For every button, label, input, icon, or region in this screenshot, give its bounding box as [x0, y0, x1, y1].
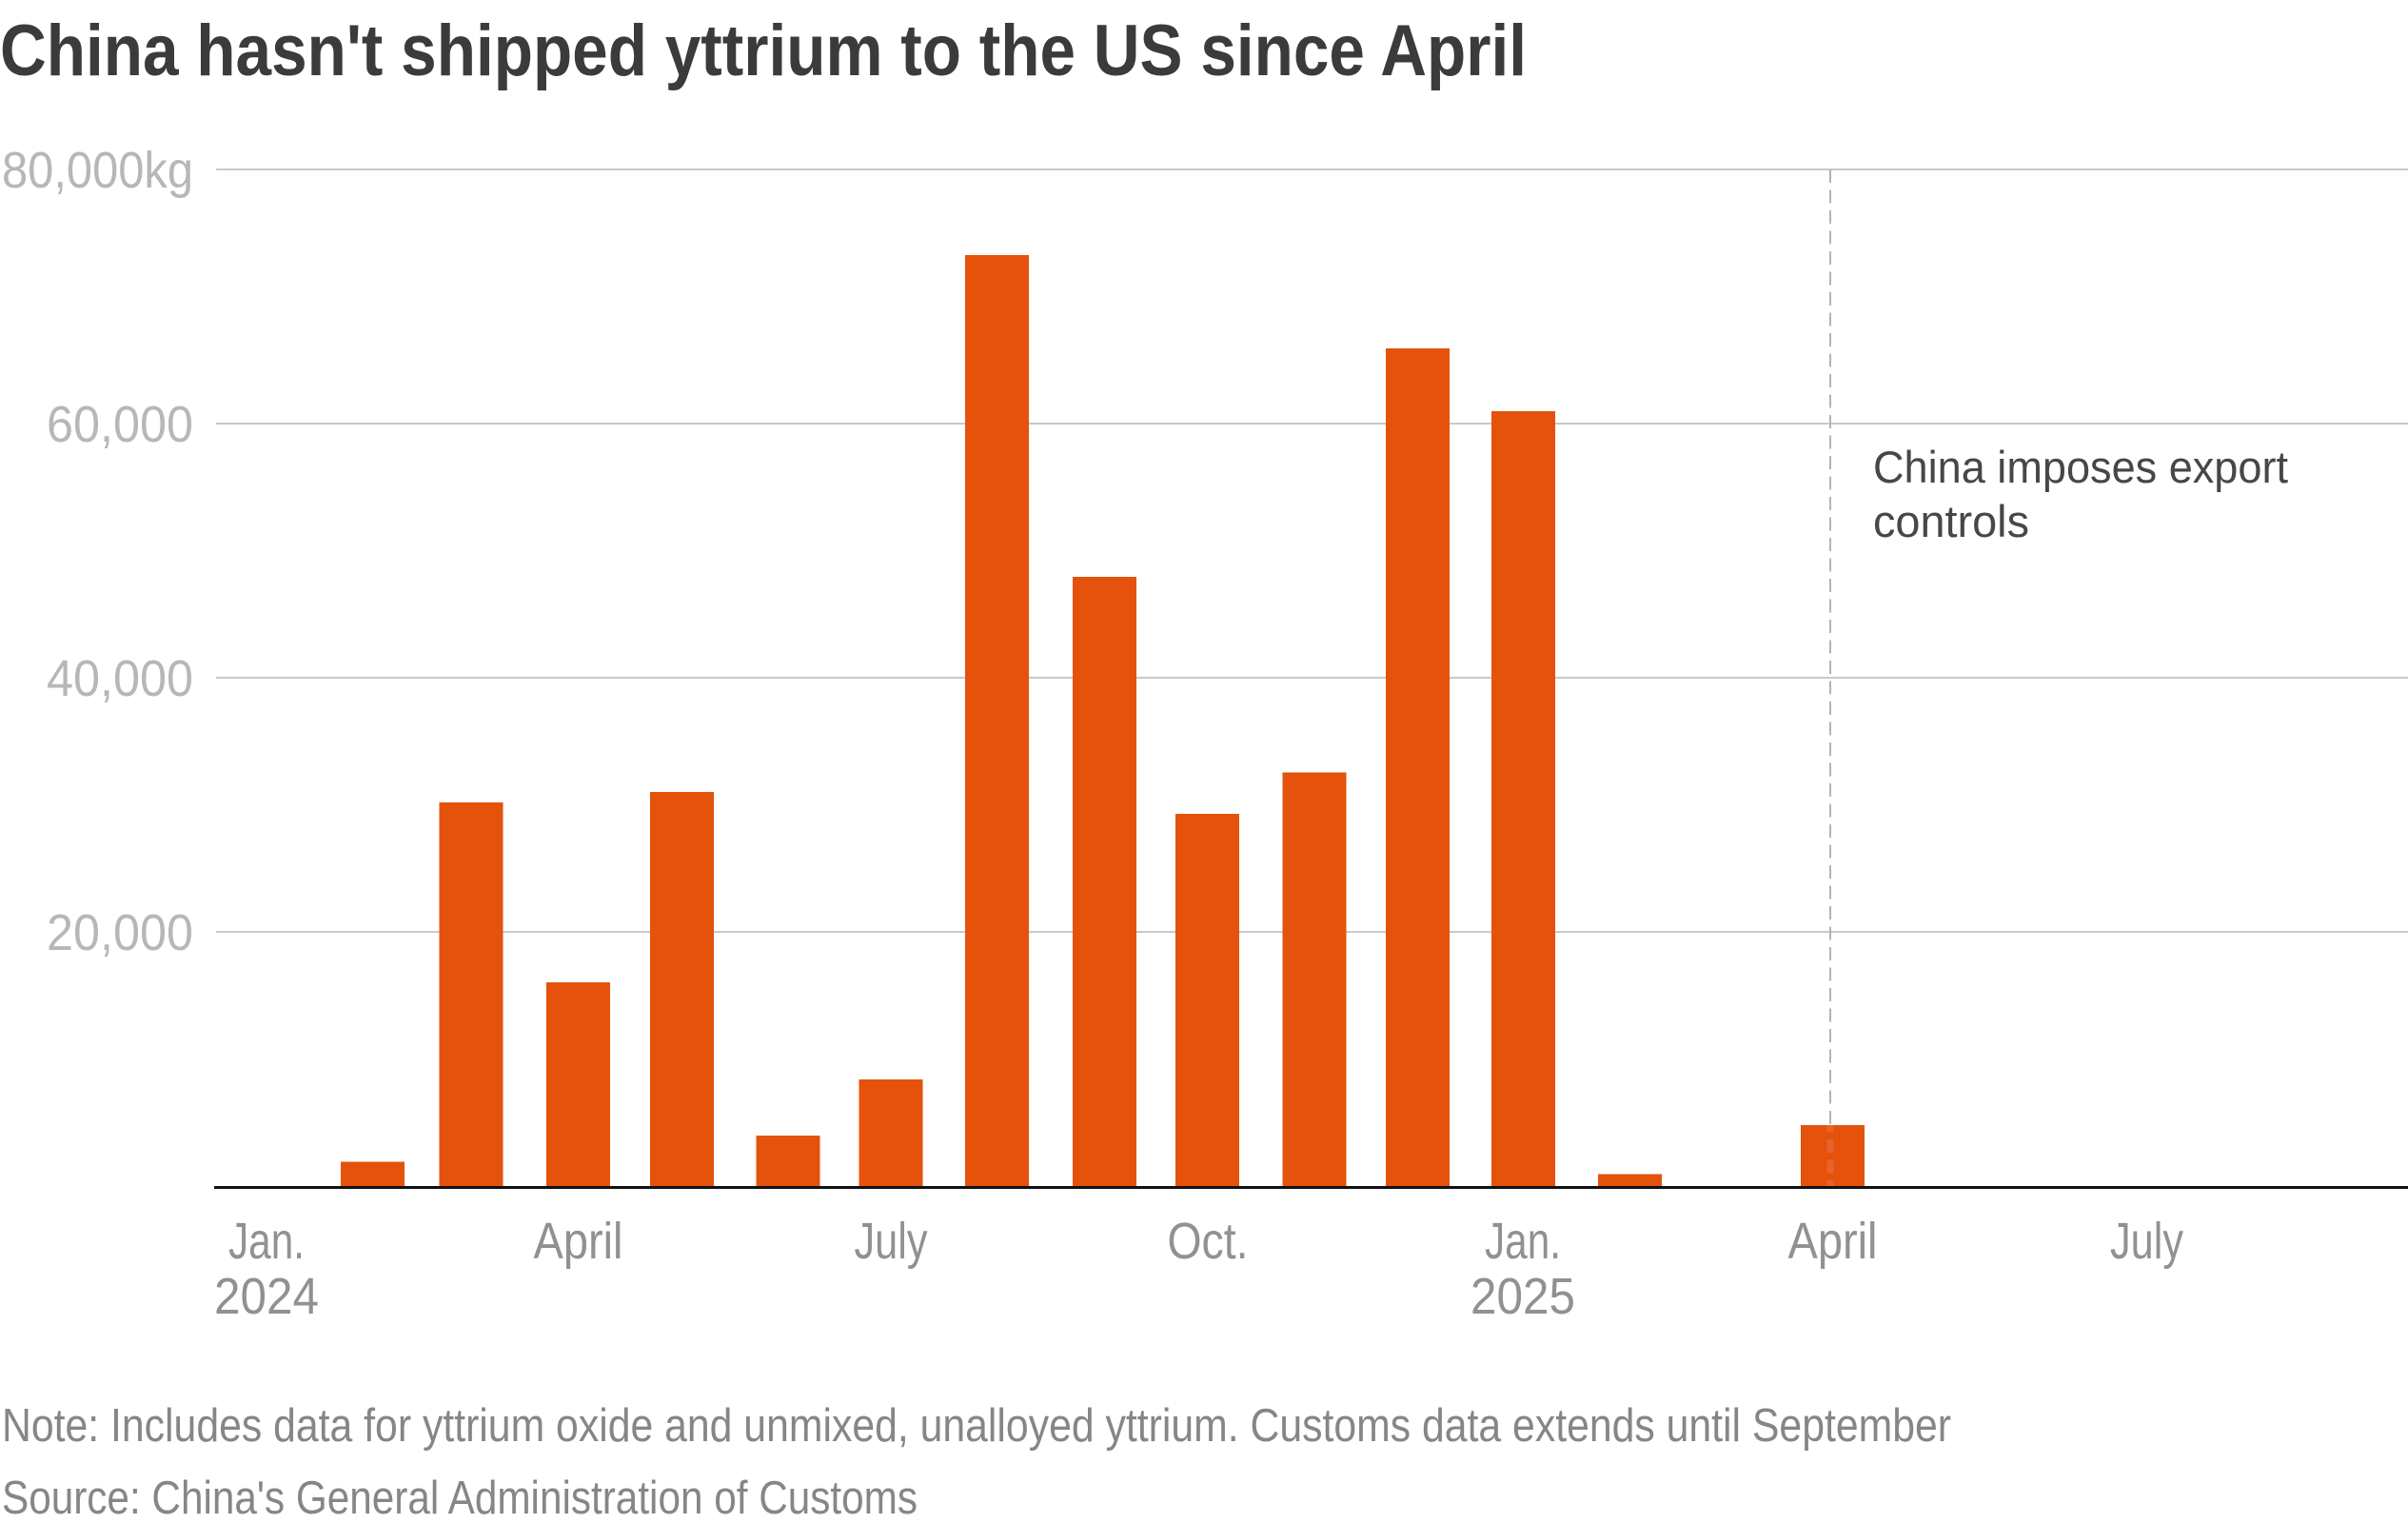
- svg-text:2024: 2024: [214, 1268, 319, 1325]
- svg-text:Oct.: Oct.: [1168, 1213, 1249, 1270]
- svg-text:China hasn't shipped yttrium t: China hasn't shipped yttrium to the US s…: [0, 10, 1527, 91]
- svg-text:April: April: [1788, 1213, 1878, 1270]
- svg-text:Note: Includes data for yttriu: Note: Includes data for yttrium oxide an…: [2, 1400, 1951, 1452]
- svg-text:July: July: [2110, 1213, 2183, 1270]
- svg-text:40,000: 40,000: [47, 650, 193, 707]
- svg-text:Jan.: Jan.: [228, 1213, 305, 1270]
- svg-text:China imposes export: China imposes export: [1873, 442, 2288, 492]
- svg-text:Jan.: Jan.: [1485, 1213, 1561, 1270]
- svg-text:controls: controls: [1873, 496, 2029, 546]
- svg-text:60,000: 60,000: [47, 396, 193, 453]
- svg-text:80,000kg: 80,000kg: [2, 142, 193, 199]
- svg-text:July: July: [855, 1213, 928, 1270]
- svg-text:Source: China's General Admini: Source: China's General Administration o…: [2, 1473, 918, 1523]
- svg-text:20,000: 20,000: [47, 904, 193, 961]
- svg-text:2025: 2025: [1470, 1268, 1575, 1325]
- svg-text:April: April: [534, 1213, 623, 1270]
